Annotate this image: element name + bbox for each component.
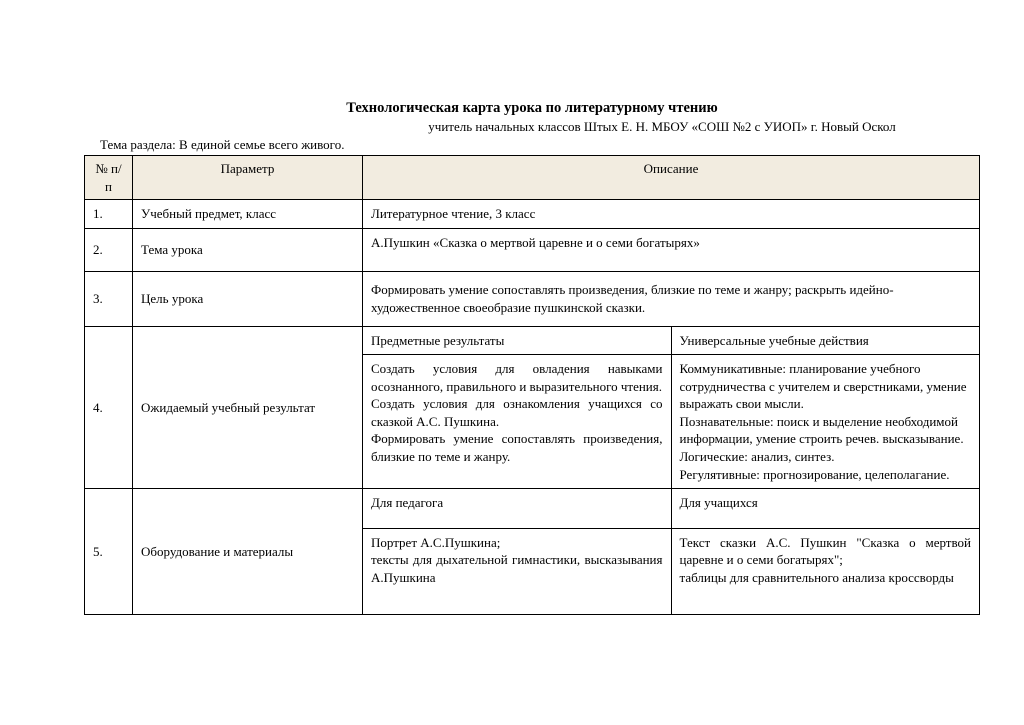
table-row: 3. Цель урока Формировать умение сопоста… [85,272,980,327]
cell-subheader-left: Для педагога [363,489,672,529]
cell-param: Ожидаемый учебный результат [133,326,363,488]
cell-desc: Литературное чтение, 3 класс [363,200,980,229]
cell-right: Текст сказки А.С. Пушкин "Сказка о мертв… [671,528,980,615]
cell-subheader-right: Для учащихся [671,489,980,529]
cell-param: Тема урока [133,228,363,272]
document-page: Технологическая карта урока по литератур… [0,0,1024,615]
cell-left: Портрет А.С.Пушкина;тексты для дыхательн… [363,528,672,615]
cell-num: 1. [85,200,133,229]
cell-desc: Формировать умение сопоставлять произвед… [363,272,980,327]
cell-left: Создать условия для овладения навыками о… [363,355,672,489]
table-row-subheader: 4. Ожидаемый учебный результат Предметны… [85,326,980,355]
cell-right: Коммуникативные: планирование учебного с… [671,355,980,489]
col-header-param: Параметр [133,156,363,200]
page-subtitle: учитель начальных классов Штых Е. Н. МБО… [84,119,980,135]
cell-param: Оборудование и материалы [133,489,363,615]
table-row-subheader: 5. Оборудование и материалы Для педагога… [85,489,980,529]
cell-subheader-right: Универсальные учебные действия [671,326,980,355]
page-title: Технологическая карта урока по литератур… [84,100,980,117]
cell-param: Учебный предмет, класс [133,200,363,229]
cell-subheader-left: Предметные результаты [363,326,672,355]
cell-num: 3. [85,272,133,327]
section-theme: Тема раздела: В единой семье всего живог… [100,137,980,153]
col-header-num: № п/п [85,156,133,200]
cell-desc: А.Пушкин «Сказка о мертвой царевне и о с… [363,228,980,272]
cell-num: 2. [85,228,133,272]
lesson-table: № п/п Параметр Описание 1. Учебный предм… [84,155,980,615]
cell-param: Цель урока [133,272,363,327]
table-row: 2. Тема урока А.Пушкин «Сказка о мертвой… [85,228,980,272]
cell-num: 4. [85,326,133,488]
col-header-desc: Описание [363,156,980,200]
table-row: 1. Учебный предмет, класс Литературное ч… [85,200,980,229]
table-header-row: № п/п Параметр Описание [85,156,980,200]
cell-num: 5. [85,489,133,615]
